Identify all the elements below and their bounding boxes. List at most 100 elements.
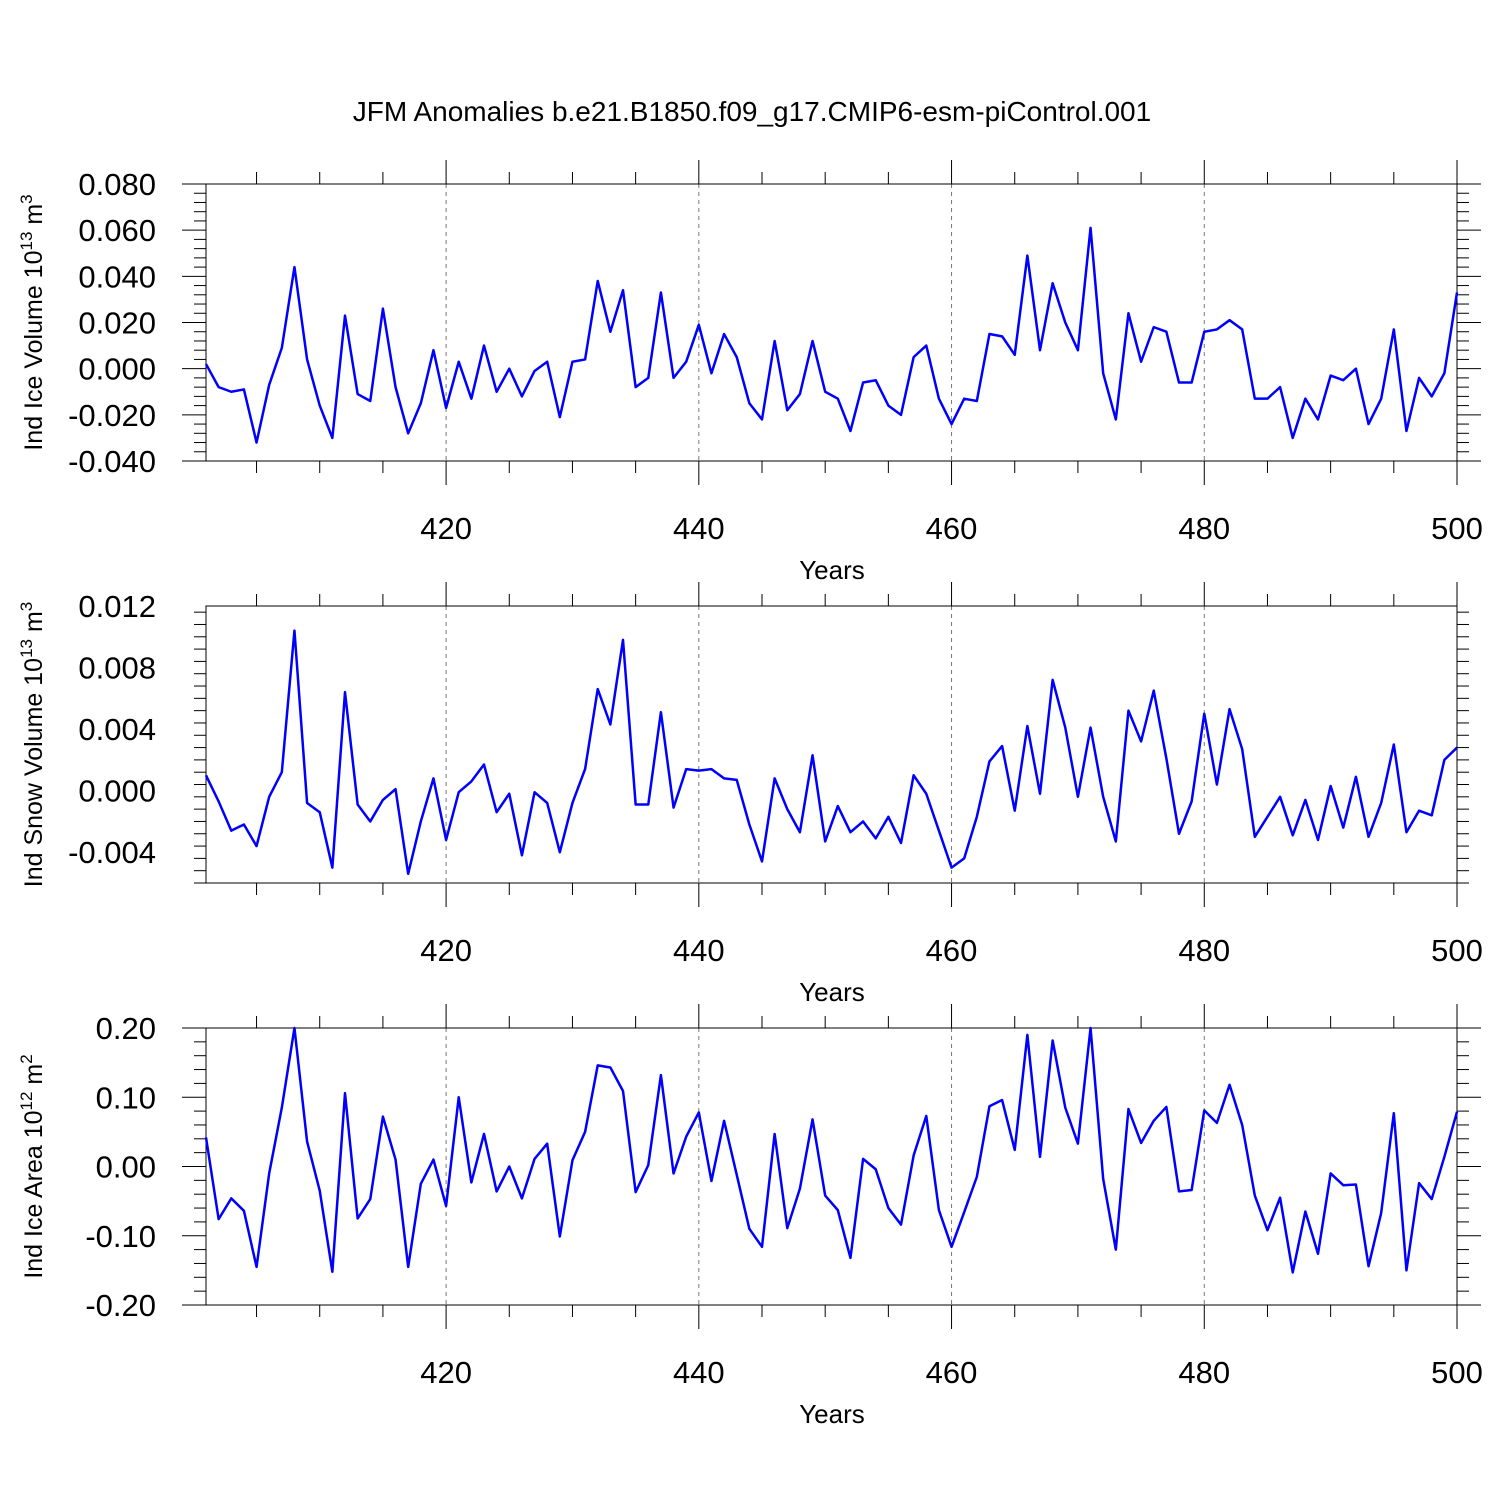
data-point (1266, 1229, 1268, 1231)
data-point (1393, 1112, 1395, 1114)
data-point (710, 372, 712, 374)
data-point (900, 414, 902, 416)
data-point (1304, 397, 1306, 399)
data-point (230, 1197, 232, 1199)
data-point (622, 639, 624, 641)
data-point (1380, 397, 1382, 399)
data-point (1051, 1039, 1053, 1041)
data-point (736, 356, 738, 358)
data-point (1001, 745, 1003, 747)
data-point (1228, 319, 1230, 321)
data-point (950, 1246, 952, 1248)
y-tick-label: 0.020 (78, 306, 156, 341)
data-point (1039, 349, 1041, 351)
data-point (647, 803, 649, 805)
data-point (1355, 776, 1357, 778)
x-tick-label: 500 (1431, 1355, 1483, 1390)
data-point (483, 344, 485, 346)
data-point (988, 760, 990, 762)
data-point (584, 358, 586, 360)
y-axis-label-unit-exponent: 3 (17, 602, 36, 611)
data-point (205, 363, 207, 365)
data-point (1443, 1156, 1445, 1158)
data-point (824, 391, 826, 393)
data-point (420, 820, 422, 822)
x-tick-label: 500 (1431, 933, 1483, 968)
data-point (1266, 397, 1268, 399)
data-point (736, 779, 738, 781)
data-point (811, 754, 813, 756)
data-point (546, 361, 548, 363)
data-point (773, 340, 775, 342)
y-tick-label: -0.004 (68, 835, 156, 870)
data-point (811, 1118, 813, 1120)
y-axis-label-unit-exponent: 3 (17, 194, 36, 203)
y-axis-label: Ind Ice Volume 1013 m3 (17, 194, 48, 450)
data-point (470, 780, 472, 782)
data-point (1178, 381, 1180, 383)
data-point (837, 1209, 839, 1211)
data-point (1317, 839, 1319, 841)
data-point (736, 1174, 738, 1176)
data-point (394, 788, 396, 790)
data-point (597, 688, 599, 690)
x-tick-label: 420 (420, 933, 472, 968)
data-point (483, 1133, 485, 1135)
data-point (344, 314, 346, 316)
data-point (483, 763, 485, 765)
data-point (344, 691, 346, 693)
data-point (1115, 1248, 1117, 1250)
data-point (1216, 1122, 1218, 1124)
data-point (799, 393, 801, 395)
data-point (900, 842, 902, 844)
data-point (1443, 759, 1445, 761)
y-axis-label-text: Ind Ice Area 10 (20, 1110, 48, 1278)
y-axis-label-unit: m (20, 1064, 48, 1092)
data-point (912, 1154, 914, 1156)
data-point (1127, 1108, 1129, 1110)
data-point (824, 1194, 826, 1196)
data-point (1102, 1178, 1104, 1180)
data-point (356, 393, 358, 395)
data-point (988, 1105, 990, 1107)
data-point (862, 381, 864, 383)
data-point (559, 1235, 561, 1237)
data-point (1051, 282, 1053, 284)
data-point (1418, 377, 1420, 379)
data-point (1115, 840, 1117, 842)
x-tick-label: 440 (673, 1355, 725, 1390)
data-point (976, 1176, 978, 1178)
data-point (1355, 367, 1357, 369)
data-point (445, 839, 447, 841)
y-axis-label-unit-exponent: 2 (17, 1054, 36, 1063)
data-point (887, 1207, 889, 1209)
data-point (243, 1210, 245, 1212)
data-point (963, 397, 965, 399)
data-point (963, 857, 965, 859)
plot-frame (205, 183, 1458, 462)
data-point (685, 361, 687, 363)
data-point (761, 418, 763, 420)
data-point (369, 820, 371, 822)
data-point (849, 831, 851, 833)
data-point (1329, 1172, 1331, 1174)
data-point (1228, 1084, 1230, 1086)
data-point (268, 796, 270, 798)
data-point (786, 808, 788, 810)
data-point (1418, 809, 1420, 811)
data-point (293, 1027, 295, 1029)
data-point (1254, 397, 1256, 399)
data-point (1393, 743, 1395, 745)
y-axis-label-exponent: 13 (17, 232, 36, 251)
data-point (647, 1164, 649, 1166)
data-point (1456, 291, 1458, 293)
data-point (356, 1217, 358, 1219)
data-point (912, 356, 914, 358)
data-point (1014, 809, 1016, 811)
x-tick-label: 460 (926, 511, 978, 546)
data-point (849, 430, 851, 432)
data-point (925, 1115, 927, 1117)
data-point (963, 1211, 965, 1213)
data-point (508, 1165, 510, 1167)
data-point (748, 1228, 750, 1230)
